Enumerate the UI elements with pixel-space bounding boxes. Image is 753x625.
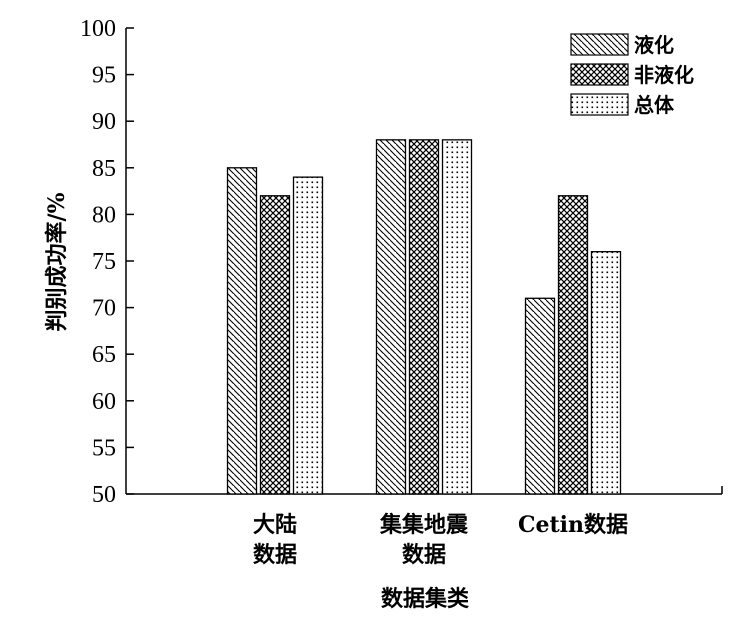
legend-label: 液化 bbox=[634, 33, 674, 57]
category-label: 数据 bbox=[253, 542, 297, 568]
y-tick-label: 100 bbox=[80, 16, 116, 42]
y-tick-label: 70 bbox=[92, 296, 116, 322]
legend-label: 总体 bbox=[634, 93, 675, 117]
category-label: Cetin数据 bbox=[518, 512, 628, 538]
bar bbox=[524, 297, 556, 495]
y-tick-label: 75 bbox=[92, 249, 116, 275]
y-tick-label: 95 bbox=[92, 63, 116, 89]
y-axis-title: 判别成功率/% bbox=[44, 192, 70, 331]
bar bbox=[259, 195, 291, 495]
y-tick-label: 60 bbox=[92, 389, 116, 415]
bar bbox=[557, 195, 589, 495]
category-label: 数据 bbox=[402, 542, 446, 568]
bar bbox=[375, 139, 407, 495]
legend-label: 非液化 bbox=[634, 63, 694, 87]
x-axis-title: 数据集类 bbox=[381, 586, 470, 612]
y-tick-label: 90 bbox=[92, 109, 116, 135]
bar bbox=[590, 251, 622, 495]
y-ticks-group: 50 55 60 65 70 75 80 85 90 95 100 bbox=[80, 16, 134, 508]
legend-swatch bbox=[570, 63, 629, 86]
bar bbox=[226, 167, 258, 495]
category-label: 集集地震 bbox=[379, 512, 469, 538]
y-tick-label: 65 bbox=[92, 342, 116, 368]
bars-group bbox=[226, 139, 622, 495]
bar bbox=[441, 139, 473, 495]
y-tick-label: 50 bbox=[92, 482, 116, 508]
legend-swatch bbox=[570, 93, 629, 116]
bar bbox=[408, 139, 440, 495]
category-label: 大陆 bbox=[253, 512, 297, 538]
y-tick-label: 85 bbox=[92, 156, 116, 182]
y-tick-label: 55 bbox=[92, 435, 116, 461]
y-tick-label: 80 bbox=[92, 202, 116, 228]
legend-swatch bbox=[570, 33, 629, 56]
bar bbox=[292, 176, 324, 495]
